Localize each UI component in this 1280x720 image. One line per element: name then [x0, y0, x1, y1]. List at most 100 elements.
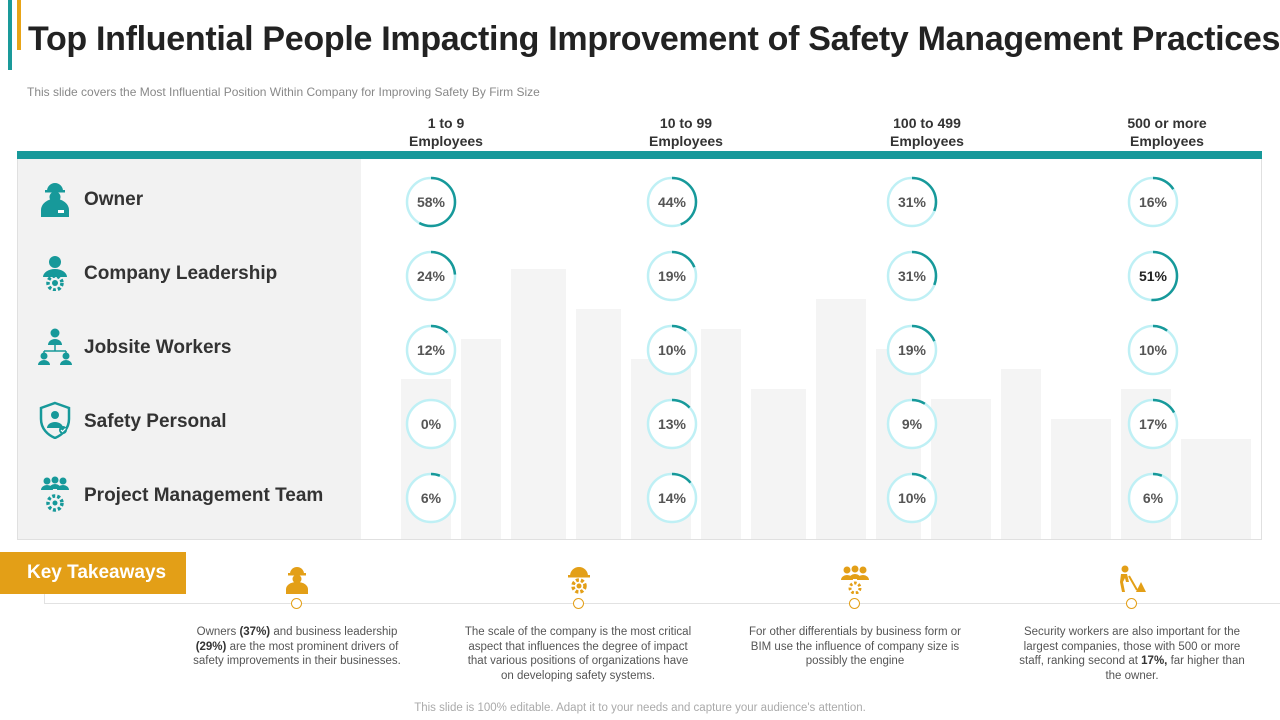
- worker-helmet-icon: [41, 183, 69, 217]
- takeaway-text-4: Security workers are also important for …: [1017, 625, 1247, 683]
- percentage-ring: [886, 398, 938, 450]
- row-label-owner: Owner: [84, 189, 144, 210]
- ring-arc: [886, 324, 938, 376]
- column-header-line2: Employees: [649, 133, 723, 149]
- percentage-ring: [646, 176, 698, 228]
- percentage-value: 51%: [1138, 268, 1168, 284]
- percentage-ring: [1127, 398, 1179, 450]
- takeaway-highlight: 17%,: [1141, 655, 1168, 667]
- column-header-line2: Employees: [1130, 133, 1204, 149]
- timeline-dot: [1126, 598, 1137, 609]
- takeaway-text-1: Owners (37%) and business leadership (29…: [182, 625, 412, 669]
- percentage-ring: [1127, 250, 1179, 302]
- ring-arc: [405, 324, 457, 376]
- percentage-value: 10%: [897, 490, 927, 506]
- percentage-value: 14%: [657, 490, 687, 506]
- ring-arc: [646, 472, 698, 524]
- worker-helmet-icon: [286, 567, 308, 594]
- percentage-ring: [646, 398, 698, 450]
- accent-bar-orange: [17, 0, 21, 50]
- percentage-ring: [405, 472, 457, 524]
- percentage-value: 0%: [420, 416, 442, 432]
- ring-arc: [1127, 250, 1179, 302]
- ring-arc: [1127, 324, 1179, 376]
- column-header-line1: 100 to 499: [893, 115, 961, 131]
- percentage-value: 19%: [897, 342, 927, 358]
- header-divider: [17, 151, 1262, 159]
- page-title: Top Influential People Impacting Improve…: [28, 20, 1280, 58]
- percentage-value: 44%: [657, 194, 687, 210]
- column-header-line2: Employees: [890, 133, 964, 149]
- key-takeaways-label: Key Takeaways: [0, 552, 186, 594]
- takeaway-highlight: (37%): [239, 626, 271, 638]
- percentage-value: 12%: [416, 342, 446, 358]
- takeaway-text-3: For other differentials by business form…: [740, 625, 970, 669]
- takeaway-text: Security workers are also important for …: [1019, 626, 1241, 667]
- row-label-panel: [18, 159, 361, 539]
- column-header-1-9: 1 to 9 Employees: [366, 114, 526, 150]
- percentage-ring: [886, 472, 938, 524]
- row-label-project-management-team: Project Management Team: [84, 485, 324, 506]
- percentage-ring: [405, 398, 457, 450]
- timeline-dot: [291, 598, 302, 609]
- timeline-dot: [849, 598, 860, 609]
- takeaway-text: The scale of the company is the most cri…: [464, 626, 692, 682]
- ring-arc: [886, 398, 938, 450]
- influence-table: Owner Company Leadership Jobsite Workers…: [17, 159, 1262, 540]
- percentage-ring: [886, 250, 938, 302]
- takeaway-highlight: (29%): [195, 640, 227, 653]
- org-hierarchy-icon: [38, 328, 72, 365]
- ring-arc: [886, 250, 938, 302]
- ring-arc: [886, 472, 938, 524]
- takeaway-text: and business leadership: [270, 626, 398, 638]
- percentage-ring: [646, 324, 698, 376]
- team-gear-icon: [41, 476, 69, 512]
- percentage-value: 10%: [657, 342, 687, 358]
- percentage-value: 6%: [420, 490, 442, 506]
- ring-arc: [646, 324, 698, 376]
- takeaway-text: far higher than the owner.: [1105, 655, 1245, 682]
- column-header-line2: Employees: [409, 133, 483, 149]
- column-header-line1: 1 to 9: [427, 115, 465, 131]
- ring-arc: [646, 398, 698, 450]
- ring-arc: [405, 250, 457, 302]
- percentage-value: 31%: [897, 194, 927, 210]
- percentage-value: 16%: [1138, 194, 1168, 210]
- timeline-dot: [573, 598, 584, 609]
- percentage-ring: [405, 176, 457, 228]
- takeaway-text: are the most prominent drivers of safety…: [193, 640, 401, 668]
- accent-bar-teal: [8, 0, 12, 70]
- percentage-ring: [646, 250, 698, 302]
- percentage-ring: [646, 472, 698, 524]
- takeaway-text: For other differentials by business form…: [749, 626, 961, 667]
- takeaway-text-2: The scale of the company is the most cri…: [463, 625, 693, 683]
- row-label-safety-personal: Safety Personal: [84, 411, 227, 432]
- percentage-value: 58%: [416, 194, 446, 210]
- ring-arc: [646, 250, 698, 302]
- column-header-line1: 500 or more: [1127, 115, 1207, 131]
- percentage-value: 31%: [897, 268, 927, 284]
- ring-arc: [1127, 398, 1179, 450]
- column-header-100-499: 100 to 499 Employees: [847, 114, 1007, 150]
- ring-arc: [646, 176, 698, 228]
- row-label-company-leadership: Company Leadership: [84, 263, 278, 284]
- percentage-ring: [405, 250, 457, 302]
- percentage-ring: [886, 324, 938, 376]
- construction-worker-icon: [1120, 565, 1146, 592]
- percentage-value: 19%: [657, 268, 687, 284]
- team-group-icon: [841, 565, 869, 594]
- ring-arc: [405, 472, 457, 524]
- ring-arc: [886, 176, 938, 228]
- takeaway-text: Owners: [196, 626, 240, 638]
- ring-track: [405, 398, 457, 450]
- column-header-10-99: 10 to 99 Employees: [606, 114, 766, 150]
- percentage-value: 13%: [657, 416, 687, 432]
- ring-arc: [1127, 472, 1179, 524]
- percentage-value: 9%: [901, 416, 923, 432]
- percentage-value: 6%: [1142, 490, 1164, 506]
- takeaways-timeline: [44, 603, 1280, 604]
- percentage-ring: [1127, 472, 1179, 524]
- helmet-gear-icon: [568, 567, 590, 594]
- ring-arc: [1127, 176, 1179, 228]
- takeaways-connector: [44, 594, 45, 604]
